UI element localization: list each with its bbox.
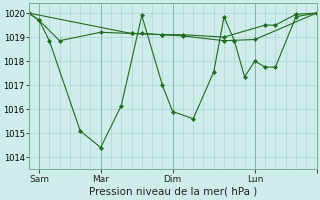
X-axis label: Pression niveau de la mer( hPa ): Pression niveau de la mer( hPa ) xyxy=(89,187,257,197)
